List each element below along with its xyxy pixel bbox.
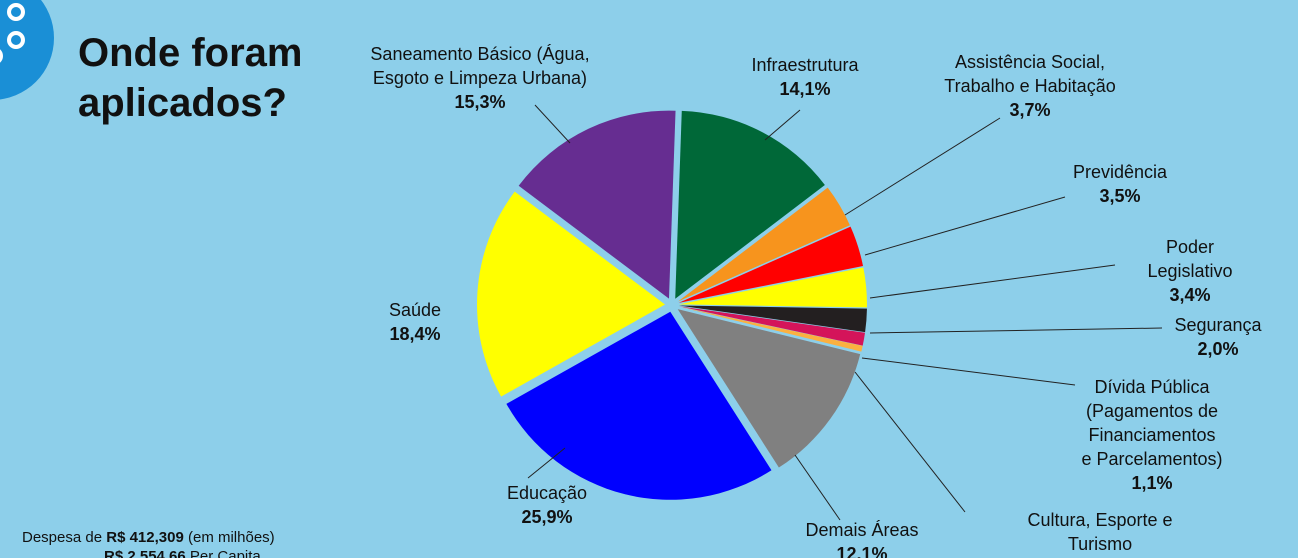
- note-amount: R$ 412,309: [106, 529, 184, 546]
- slice-label: Demais Áreas 12,1%: [805, 518, 918, 558]
- slice-label: Cultura, Esporte e Turismo0,5%: [1001, 508, 1199, 558]
- slice-label: Infraestrutura 14,1%: [751, 53, 858, 101]
- slice-value: 18,4%: [389, 324, 441, 344]
- slice-label: Saneamento Básico (Água, Esgoto e Limpez…: [370, 42, 589, 114]
- slice-value: 15,3%: [454, 92, 506, 112]
- slice-value: 14,1%: [779, 79, 831, 99]
- leader-line: [844, 117, 1001, 216]
- slice-label: Saúde 18,4%: [389, 298, 441, 346]
- leader-line: [854, 371, 966, 513]
- slice-value: 12,1%: [836, 544, 888, 558]
- slice-name: Segurança: [1174, 315, 1262, 335]
- pie-slice: [678, 306, 866, 346]
- pie-slice: [678, 226, 864, 303]
- pie-slice: [477, 191, 666, 397]
- note-text: (em milhões): [187, 529, 275, 546]
- pie-slice: [518, 110, 676, 299]
- slice-label: Poder Legislativo 3,4%: [1136, 235, 1244, 307]
- slice-name: Infraestrutura: [751, 55, 859, 75]
- slice-name: Poder Legislativo: [1147, 237, 1233, 281]
- leader-line: [861, 357, 1076, 386]
- slice-label: Dívida Pública (Pagamentos de Financiame…: [1079, 375, 1225, 495]
- note-text: Per Capita: [189, 548, 261, 558]
- slice-value: 3,7%: [1009, 100, 1051, 120]
- note-text: Despesa de: [22, 529, 103, 546]
- pie-slice: [675, 110, 825, 299]
- slice-label: Assistência Social, Trabalho e Habitação…: [944, 50, 1115, 122]
- pie-slice: [678, 267, 867, 308]
- slice-name: Previdência: [1072, 162, 1168, 182]
- leader-line: [534, 104, 571, 144]
- slice-name: Dívida Pública (Pagamentos de Financiame…: [1081, 377, 1223, 469]
- slice-value: 1,1%: [1131, 473, 1173, 493]
- slice-name: Cultura, Esporte e Turismo: [1027, 510, 1173, 554]
- leader-line: [527, 447, 566, 479]
- note-amount: R$ 2.554,66: [104, 548, 186, 558]
- pie-slice: [678, 187, 850, 302]
- leader-line: [869, 327, 1163, 334]
- slice-name: Educação: [506, 483, 588, 503]
- slice-label: Previdência 3,5%: [1073, 160, 1167, 208]
- leader-line: [869, 264, 1116, 299]
- note-line: R$ 2.554,66 Per Capita: [22, 547, 275, 558]
- leader-line: [864, 196, 1066, 256]
- note-line: Despesa de R$ 412,309 (em milhões): [22, 528, 275, 547]
- slice-name: Saneamento Básico (Água, Esgoto e Limpez…: [370, 44, 590, 88]
- slice-value: 3,5%: [1099, 186, 1141, 206]
- slice-label: Segurança 2,0%: [1174, 313, 1261, 361]
- pie-slice: [678, 306, 863, 352]
- slice-name: Saúde: [388, 300, 442, 320]
- pie-slice: [677, 309, 861, 468]
- slice-name: Assistência Social, Trabalho e Habitação: [944, 52, 1116, 96]
- title: Onde foram aplicados?: [78, 31, 303, 125]
- slice-value: 25,9%: [521, 507, 573, 527]
- pie-slice: [678, 305, 867, 333]
- slice-label: Educação 25,9%: [507, 481, 587, 529]
- pie-slice: [506, 311, 772, 500]
- logo: [0, 0, 54, 100]
- slice-value: 3,4%: [1169, 285, 1211, 305]
- slice-name: Demais Áreas: [805, 520, 919, 540]
- leader-line: [794, 454, 841, 521]
- note: Despesa de R$ 412,309 (em milhões) R$ 2.…: [22, 528, 275, 558]
- leader-line: [764, 109, 801, 141]
- slice-value: 2,0%: [1197, 339, 1239, 359]
